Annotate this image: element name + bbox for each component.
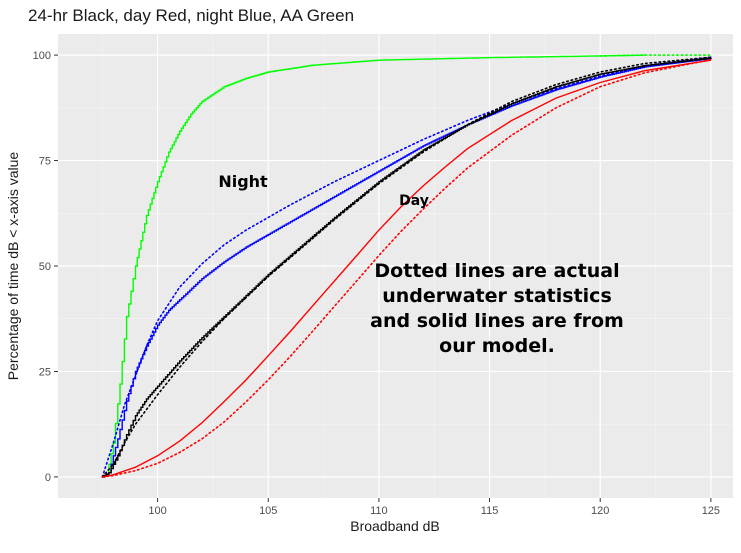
axes: 100 105 110 115 120 125 0 25 50 75 100 [33,50,720,517]
minor-gridlines [58,34,733,498]
annotation-note-line: underwater statistics [382,285,612,307]
x-tick-label: 100 [148,505,166,517]
annotation-note-line: and solid lines are from [370,310,624,332]
x-tick-label: 110 [370,505,388,517]
annotation-note-line: our model. [439,335,555,357]
annotation-night: Night [218,172,268,191]
y-tick-label: 50 [39,261,51,273]
major-gridlines [58,34,733,498]
x-tick-label: 115 [481,505,499,517]
y-tick-label: 100 [33,50,51,62]
x-tick-label: 120 [591,505,609,517]
annotation-note: Dotted lines are actual underwater stati… [370,260,624,357]
y-tick-label: 0 [45,472,51,484]
y-axis-title: Percentage of time dB < x-axis value [5,152,21,381]
series-line [101,56,712,478]
x-tick-label: 105 [259,505,277,517]
series-line [101,56,712,478]
y-tick-label: 75 [39,156,51,168]
y-tick-label: 25 [39,366,51,378]
series-line [102,57,712,478]
x-axis-title: Broadband dB [350,518,440,534]
series-line [101,58,712,478]
annotation-note-line: Dotted lines are actual [374,260,619,282]
series-line [102,54,645,478]
series-line [102,58,712,478]
annotation-day: Day [399,193,429,209]
chart-title: 24-hr Black, day Red, night Blue, AA Gre… [28,6,354,25]
series-line [102,59,712,478]
series-line [599,54,712,57]
x-tick-label: 125 [702,505,720,517]
series-lines [101,54,712,478]
